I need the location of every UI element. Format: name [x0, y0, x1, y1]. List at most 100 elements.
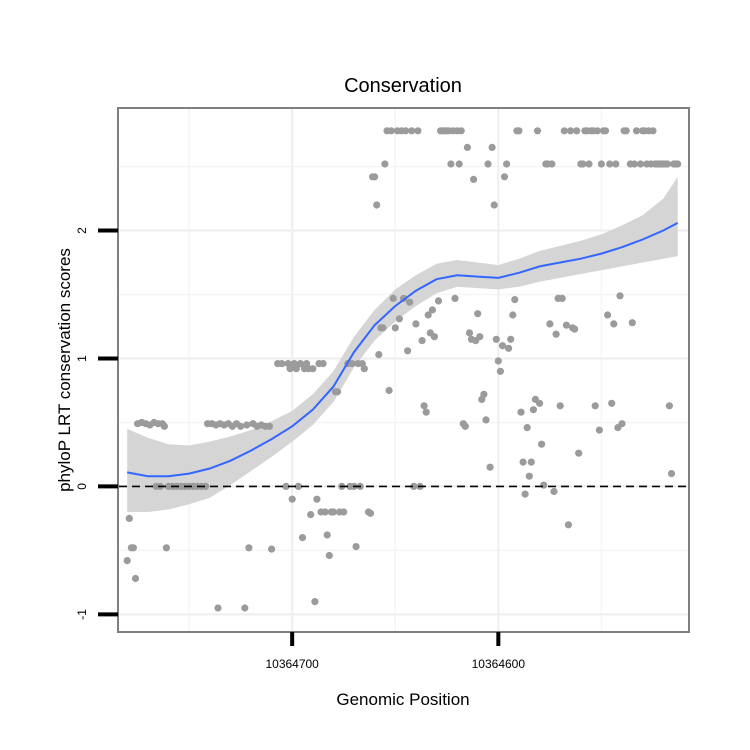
x-tick-label: 10364600 — [472, 657, 526, 671]
data-point — [667, 470, 676, 478]
data-point — [389, 294, 397, 302]
data-point — [593, 127, 601, 135]
panel-border — [117, 107, 690, 633]
y-axis-label: phyloP LRT conservation scores — [55, 248, 74, 492]
data-point — [505, 344, 513, 352]
data-point — [375, 351, 383, 359]
data-point — [379, 324, 387, 332]
data-point — [286, 365, 294, 373]
data-point — [552, 330, 560, 338]
data-point — [474, 310, 482, 318]
data-point — [202, 482, 210, 490]
data-point — [492, 335, 500, 343]
data-point — [366, 509, 375, 517]
data-point — [298, 534, 307, 542]
data-point — [610, 320, 618, 328]
data-point — [129, 544, 137, 552]
data-point — [546, 320, 554, 328]
data-point — [494, 357, 502, 365]
data-point — [422, 408, 430, 416]
data-point — [519, 458, 527, 466]
data-point — [496, 367, 504, 375]
data-point — [294, 482, 302, 490]
data-point — [509, 311, 517, 319]
data-point — [503, 160, 511, 168]
data-point — [319, 360, 327, 368]
data-point — [162, 544, 170, 552]
data-point — [410, 482, 418, 490]
data-point — [612, 160, 620, 168]
data-point — [591, 402, 599, 410]
data-point — [556, 402, 564, 410]
data-point — [571, 325, 579, 333]
data-point — [628, 319, 636, 327]
data-point — [597, 160, 606, 168]
data-point — [517, 408, 525, 416]
data-point — [428, 306, 436, 314]
data-point — [288, 495, 296, 503]
data-point — [604, 311, 612, 319]
data-point — [329, 508, 337, 516]
smooth-line — [127, 222, 679, 478]
data-point — [558, 294, 566, 302]
data-point — [292, 365, 300, 373]
data-point — [562, 321, 571, 329]
data-point — [447, 160, 455, 168]
data-point — [278, 360, 286, 368]
data-point — [486, 463, 494, 471]
data-point — [465, 329, 474, 337]
x-axis-ticks: 10364700 10364600 — [265, 632, 525, 671]
data-point — [360, 365, 368, 373]
data-point — [268, 545, 276, 553]
data-point — [550, 487, 558, 496]
data-point — [408, 127, 416, 135]
data-point — [311, 598, 319, 606]
data-point — [457, 127, 465, 135]
y-tick-label: 0 — [75, 483, 89, 490]
data-point — [564, 521, 573, 529]
data-point — [500, 173, 509, 181]
data-point — [463, 143, 471, 151]
data-point — [484, 160, 492, 168]
data-point — [348, 360, 356, 368]
data-point — [511, 296, 519, 304]
data-point — [595, 426, 604, 434]
data-point — [313, 495, 321, 503]
data-point — [309, 365, 317, 373]
data-point — [630, 160, 639, 168]
data-point — [395, 315, 403, 323]
data-points — [123, 127, 682, 612]
data-point — [434, 297, 443, 305]
data-point — [243, 421, 251, 429]
data-point — [536, 399, 544, 407]
data-point — [160, 422, 168, 430]
data-point — [480, 390, 488, 398]
data-point — [321, 508, 329, 516]
data-point — [282, 482, 290, 490]
data-point — [521, 490, 529, 498]
data-point — [402, 127, 410, 135]
data-point — [663, 160, 672, 168]
data-point — [241, 604, 249, 612]
data-point — [406, 298, 414, 306]
data-point — [323, 531, 331, 539]
data-point — [476, 333, 484, 341]
data-point — [649, 127, 657, 135]
data-point — [507, 335, 515, 343]
data-point — [601, 127, 610, 135]
data-point — [265, 422, 274, 430]
data-point — [391, 324, 399, 332]
data-point — [430, 333, 438, 341]
data-point — [455, 160, 463, 168]
x-tick-label: 10364700 — [265, 657, 319, 671]
data-point — [622, 127, 630, 135]
data-point — [482, 416, 490, 424]
y-axis-ticks: -1 0 1 2 — [75, 227, 118, 620]
data-point — [573, 127, 581, 135]
data-point — [525, 472, 533, 480]
y-tick-label: -1 — [75, 609, 89, 620]
data-point — [515, 127, 523, 135]
data-point — [237, 422, 245, 430]
data-point — [498, 342, 507, 350]
data-point — [470, 175, 478, 183]
